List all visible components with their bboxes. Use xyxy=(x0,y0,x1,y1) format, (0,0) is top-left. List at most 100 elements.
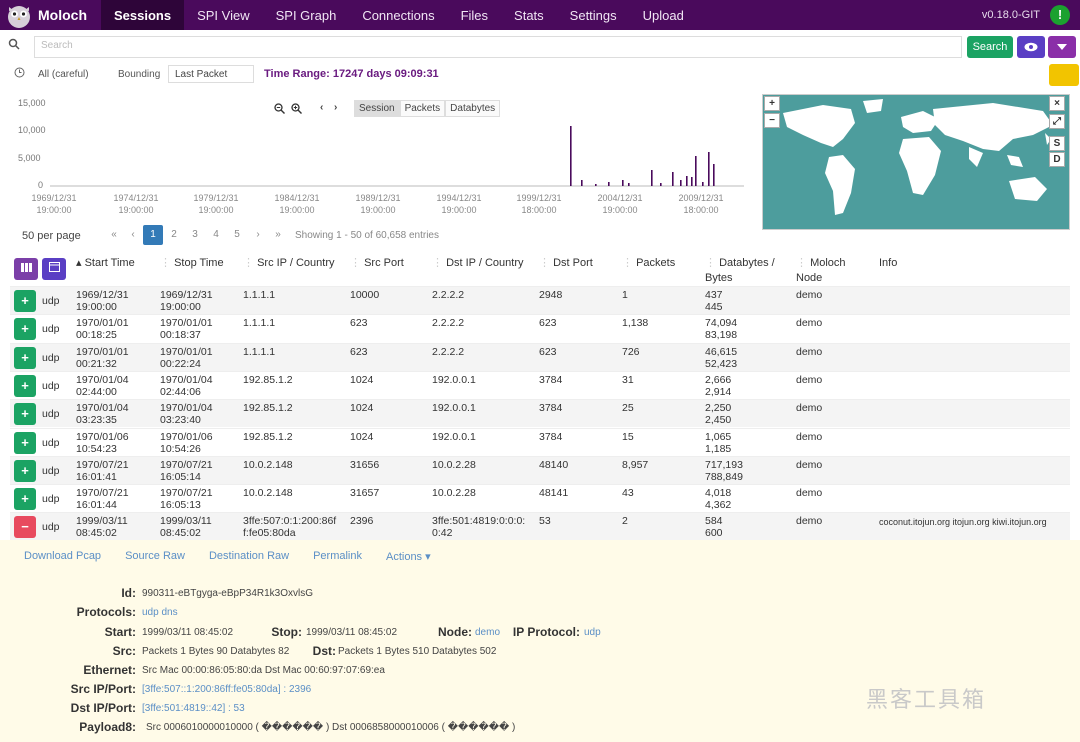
nav-sessions[interactable]: Sessions xyxy=(101,0,185,30)
cell-dst[interactable]: 10.0.2.28 xyxy=(432,458,476,471)
cell-src[interactable]: 192.85.1.2 xyxy=(243,430,293,443)
ip-protocol-value[interactable]: udp xyxy=(584,627,601,638)
graph-toggle-button[interactable] xyxy=(1049,64,1079,86)
cell-src[interactable]: 192.85.1.2 xyxy=(243,402,293,415)
zoom-in-icon[interactable] xyxy=(291,103,302,117)
cell-src[interactable]: 10.0.2.148 xyxy=(243,487,293,500)
map-src-toggle[interactable]: S xyxy=(1049,136,1065,151)
cell-node[interactable]: demo xyxy=(796,317,823,330)
world-map[interactable]: + − × ⤢ S D xyxy=(762,94,1070,230)
cell-dst[interactable]: 192.0.0.1 xyxy=(432,430,476,443)
options-dropdown-button[interactable] xyxy=(1048,36,1076,58)
page-5[interactable]: 5 xyxy=(234,229,240,240)
table-row[interactable]: + udp 1970/07/21 16:01:41 1970/07/21 16:05:14… xyxy=(10,455,1070,484)
cell-src[interactable]: 3ffe:507:0:1:200:86ff:fe05:80da xyxy=(243,515,337,540)
expand-row-button[interactable]: + xyxy=(14,488,36,511)
cell-dst[interactable]: 192.0.0.1 xyxy=(432,402,476,415)
table-row[interactable]: + udp 1969/12/31 19:00:00 1969/12/31 19:00:00… xyxy=(10,286,1070,314)
cell-proto[interactable]: udp xyxy=(42,493,60,506)
page-next[interactable]: › xyxy=(256,229,260,240)
col-moloch-node[interactable]: ⋮ Moloch Node xyxy=(796,257,846,284)
graph-type-packets[interactable]: Packets xyxy=(399,100,446,117)
page-3[interactable]: 3 xyxy=(192,229,198,240)
table-row[interactable]: + udp 1970/01/04 03:23:35 1970/01/04 03:23:40… xyxy=(10,399,1070,428)
page-2[interactable]: 2 xyxy=(171,229,177,240)
cell-sport[interactable]: 623 xyxy=(350,345,368,358)
cell-info[interactable]: coconut.itojun.org itojun.org kiwi.itoju… xyxy=(879,517,1047,528)
map-expand-icon[interactable]: ⤢ xyxy=(1049,114,1065,129)
column-config-button[interactable] xyxy=(14,258,38,280)
cell-src[interactable]: 1.1.1.1 xyxy=(243,317,276,330)
source-raw-link[interactable]: Source Raw xyxy=(125,550,185,562)
dst-ip-port-value[interactable]: [3ffe:501:4819::42] : 53 xyxy=(142,703,245,714)
col-packets[interactable]: ⋮ Packets xyxy=(622,257,676,269)
search-input[interactable]: Search xyxy=(34,36,962,58)
cell-proto[interactable]: udp xyxy=(42,295,60,307)
cell-dst[interactable]: 2.2.2.2 xyxy=(432,345,465,358)
cell-node[interactable]: demo xyxy=(796,402,823,415)
cell-dport[interactable]: 3784 xyxy=(539,373,563,386)
cell-dst[interactable]: 3ffe:501:4819:0:0:0:0:42 xyxy=(432,515,526,540)
nav-connections[interactable]: Connections xyxy=(362,7,435,23)
cell-sport[interactable]: 1024 xyxy=(350,373,374,386)
cell-node[interactable]: demo xyxy=(796,487,823,500)
cell-sport[interactable]: 623 xyxy=(350,317,368,330)
timeline-bars[interactable] xyxy=(10,94,754,224)
graph-type-databytes[interactable]: Databytes xyxy=(445,100,501,117)
nav-stats[interactable]: Stats xyxy=(514,7,544,23)
table-row[interactable]: + udp 1970/07/21 16:01:44 1970/07/21 16:05:13… xyxy=(10,484,1070,512)
cell-node[interactable]: demo xyxy=(796,515,823,528)
col-stop-time[interactable]: ⋮ Stop Time xyxy=(160,257,224,269)
cell-proto[interactable]: udp xyxy=(42,408,60,421)
expand-row-button[interactable]: + xyxy=(14,403,36,426)
bounding-select[interactable]: Last Packet xyxy=(168,65,254,83)
expand-row-button[interactable]: + xyxy=(14,318,36,341)
cell-dport[interactable]: 53 xyxy=(539,515,551,528)
view-toggle-button[interactable] xyxy=(1017,36,1045,58)
map-zoom-out-button[interactable]: − xyxy=(764,113,780,128)
expand-row-button[interactable]: + xyxy=(14,346,36,369)
col-dst-ip[interactable]: ⋮ Dst IP / Country xyxy=(432,257,524,269)
cell-node[interactable]: demo xyxy=(796,289,823,301)
col-src-port[interactable]: ⋮ Src Port xyxy=(350,257,404,269)
app-title[interactable]: Moloch xyxy=(38,7,87,23)
cell-dport[interactable]: 623 xyxy=(539,317,557,330)
date-range-select[interactable]: All (careful) xyxy=(38,69,89,80)
per-page-select[interactable]: 50 per page xyxy=(22,230,81,242)
cell-node[interactable]: demo xyxy=(796,345,823,358)
table-row[interactable]: + udp 1970/01/01 00:18:25 1970/01/01 00:18:37… xyxy=(10,314,1070,342)
cell-sport[interactable]: 1024 xyxy=(350,430,374,443)
pan-right-icon[interactable]: › xyxy=(334,102,338,113)
cell-src[interactable]: 192.85.1.2 xyxy=(243,373,293,386)
page-prev[interactable]: ‹ xyxy=(131,229,135,240)
health-status-icon[interactable]: ! xyxy=(1050,5,1070,25)
cell-dport[interactable]: 48141 xyxy=(539,487,569,500)
cell-dst[interactable]: 2.2.2.2 xyxy=(432,289,465,301)
cell-dst[interactable]: 2.2.2.2 xyxy=(432,317,465,330)
expand-row-button[interactable]: + xyxy=(14,374,36,397)
graph-type-session[interactable]: Session xyxy=(354,100,400,117)
cell-proto[interactable]: udp xyxy=(42,521,60,534)
actions-dropdown[interactable]: Actions ▾ xyxy=(385,551,431,563)
cell-src[interactable]: 10.0.2.148 xyxy=(243,458,293,471)
col-src-ip[interactable]: ⋮ Src IP / Country xyxy=(243,257,335,269)
table-row[interactable]: + udp 1970/01/01 00:21:32 1970/01/01 00:22:24… xyxy=(10,342,1070,371)
col-dst-port[interactable]: ⋮ Dst Port xyxy=(539,257,593,269)
map-close-icon[interactable]: × xyxy=(1049,96,1065,111)
column-layout-button[interactable] xyxy=(42,258,66,280)
expand-row-button[interactable]: + xyxy=(14,290,36,312)
cell-proto[interactable]: udp xyxy=(42,379,60,392)
col-databytes[interactable]: ⋮ Databytes / Bytes xyxy=(705,257,775,284)
cell-sport[interactable]: 31657 xyxy=(350,487,380,500)
cell-sport[interactable]: 10000 xyxy=(350,289,380,301)
cell-sport[interactable]: 31656 xyxy=(350,458,380,471)
zoom-out-icon[interactable] xyxy=(274,103,285,117)
nav-settings[interactable]: Settings xyxy=(569,7,617,23)
destination-raw-link[interactable]: Destination Raw xyxy=(208,550,290,562)
cell-node[interactable]: demo xyxy=(796,458,823,471)
cell-sport[interactable]: 2396 xyxy=(350,515,374,528)
protocols-value[interactable]: udp dns xyxy=(142,607,178,618)
map-dst-toggle[interactable]: D xyxy=(1049,152,1065,167)
cell-dport[interactable]: 2948 xyxy=(539,289,563,301)
nav-spi-view[interactable]: SPI View xyxy=(197,7,250,23)
